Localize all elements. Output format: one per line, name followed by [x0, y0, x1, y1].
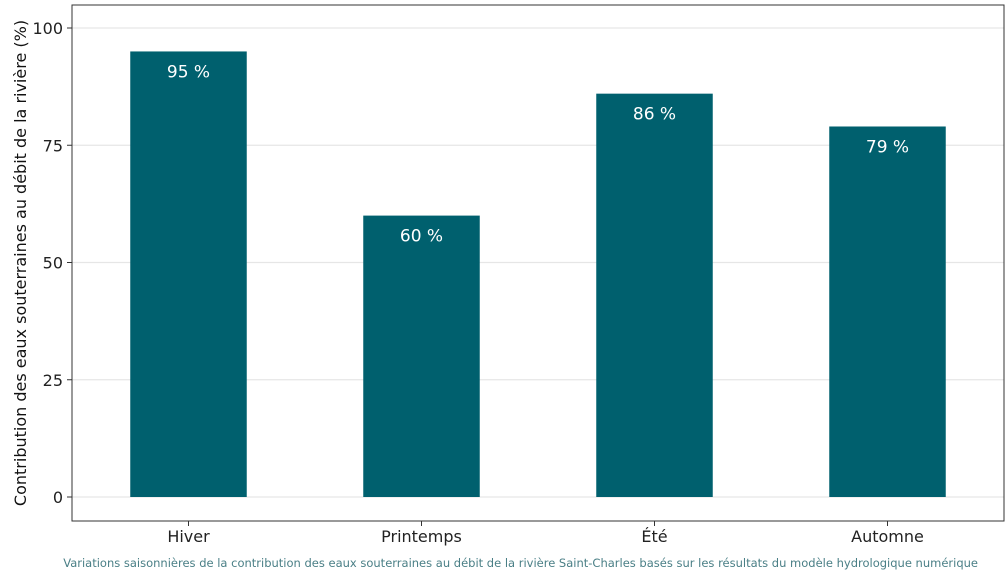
- bar-value-label: 60 %: [400, 227, 443, 247]
- bar-value-label: 95 %: [167, 62, 210, 82]
- bar: [363, 215, 480, 497]
- bar: [596, 93, 713, 497]
- y-tick-label: 75: [43, 136, 63, 155]
- x-tick-label: Hiver: [167, 527, 210, 546]
- data-labels: 95 % 60 % 86 % 79 %: [167, 62, 909, 246]
- bars: [130, 51, 946, 498]
- x-tick-label: Été: [641, 527, 667, 546]
- bar-value-label: 79 %: [866, 137, 909, 157]
- bar: [829, 126, 946, 498]
- x-tick-label: Automne: [851, 527, 924, 546]
- y-tick-label: 50: [43, 254, 63, 273]
- chart-caption: Variations saisonnières de la contributi…: [0, 556, 1005, 570]
- bar-value-label: 86 %: [633, 105, 676, 125]
- y-axis-ticks: 0 25 50 75 100: [32, 19, 72, 507]
- y-axis-title: Contribution des eaux souterraines au dé…: [11, 20, 30, 506]
- y-tick-label: 0: [53, 488, 63, 507]
- x-tick-label: Printemps: [381, 527, 462, 546]
- caption-text: Variations saisonnières de la contributi…: [63, 556, 978, 570]
- x-axis-ticks: Hiver Printemps Été Automne: [167, 521, 924, 546]
- y-tick-label: 100: [32, 19, 63, 38]
- bar: [130, 51, 247, 497]
- y-tick-label: 25: [43, 371, 63, 390]
